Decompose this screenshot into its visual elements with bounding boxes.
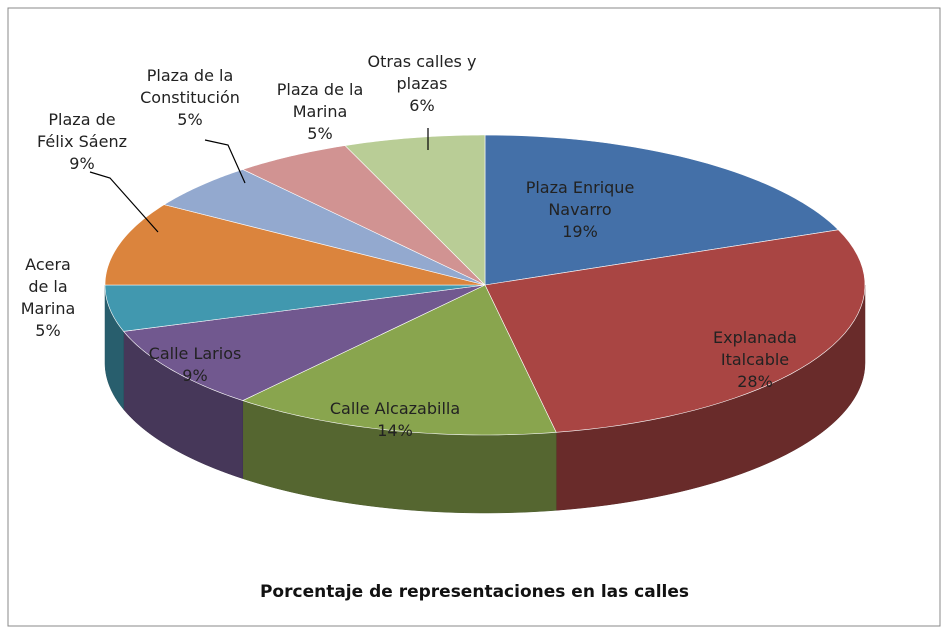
data-label: Otras calles y plazas 6% <box>355 51 490 117</box>
leader-line <box>204 139 246 184</box>
category-label: Plaza de la Constitución <box>140 66 240 107</box>
category-label: Plaza de la Marina <box>276 80 364 121</box>
data-label: Plaza Enrique Navarro 19% <box>510 177 650 243</box>
pie-slice <box>484 229 866 433</box>
category-label: Calle Larios <box>148 344 242 363</box>
leader-line <box>89 171 159 233</box>
value-label: 14% <box>377 421 413 440</box>
data-label: Plaza de la Constitución 5% <box>125 65 255 131</box>
data-label: Plaza de Félix Sáenz 9% <box>30 109 135 175</box>
category-label: Explanada Italcable <box>713 328 797 369</box>
value-label: 9% <box>69 154 95 173</box>
value-label: 19% <box>562 222 598 241</box>
data-label: Acera de la Marina 5% <box>18 254 78 342</box>
category-label: Calle Alcazabilla <box>329 399 461 418</box>
category-label: Plaza de Félix Sáenz <box>37 110 127 151</box>
pie-slice <box>344 134 486 286</box>
value-label: 6% <box>409 96 435 115</box>
value-label: 5% <box>35 321 61 340</box>
pie-slice <box>163 169 486 286</box>
value-label: 9% <box>182 366 208 385</box>
pie-slice <box>241 284 557 436</box>
value-label: 5% <box>177 110 203 129</box>
pie-slice <box>104 284 486 332</box>
data-label: Explanada Italcable 28% <box>700 327 810 393</box>
data-label: Calle Alcazabilla 14% <box>300 398 490 442</box>
value-label: 5% <box>307 124 333 143</box>
pie-slice <box>484 134 839 286</box>
category-label: Otras calles y plazas <box>367 52 477 93</box>
data-label: Calle Larios 9% <box>135 343 255 387</box>
pie <box>104 134 866 514</box>
category-label: Plaza Enrique Navarro <box>525 178 635 219</box>
pie-slice <box>104 204 486 286</box>
value-label: 28% <box>737 372 773 391</box>
data-label: Plaza de la Marina 5% <box>265 79 375 145</box>
category-label: Acera de la Marina <box>20 255 76 318</box>
chart-title: Porcentaje de representaciones en las ca… <box>259 582 690 602</box>
pie-slice <box>241 145 486 286</box>
pie-slice <box>123 284 486 401</box>
